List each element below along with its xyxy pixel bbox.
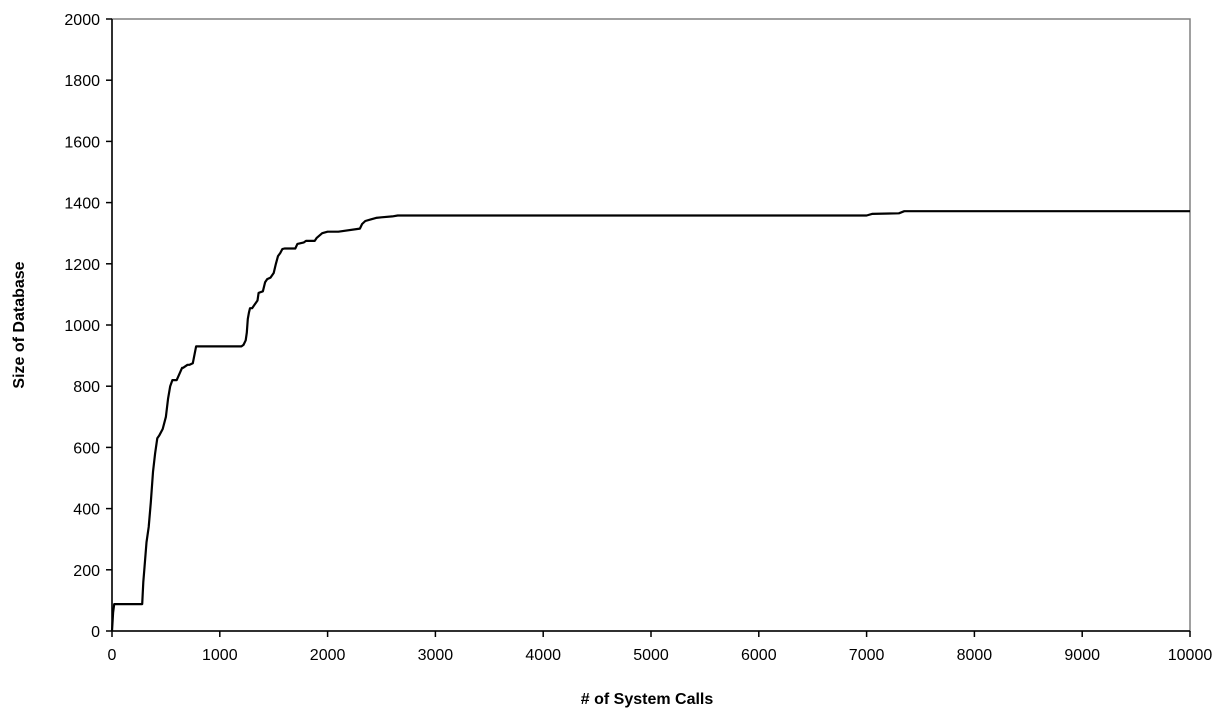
x-tick-label: 0 [108, 647, 117, 664]
x-tick-label: 7000 [849, 647, 885, 664]
y-tick-label: 200 [73, 563, 100, 580]
y-axis-ticks: 0 200 400 600 800 1000 1200 1400 1600 1800 2000 [64, 12, 112, 641]
x-tick-label: 9000 [1064, 647, 1100, 664]
y-tick-label: 1600 [64, 134, 100, 151]
plot-area-frame [111, 18, 1191, 632]
y-tick-label: 1200 [64, 257, 100, 274]
x-tick-label: 1000 [202, 647, 238, 664]
x-axis-ticks: 0 1000 2000 3000 4000 5000 6000 7000 8000 9000 100… [108, 631, 1213, 664]
y-tick-label: 600 [73, 440, 100, 457]
y-tick-label: 0 [91, 624, 100, 641]
y-tick-label: 400 [73, 502, 100, 519]
x-tick-label: 10000 [1168, 647, 1213, 664]
y-axis-title: Size of Database [11, 261, 28, 388]
y-tick-label: 800 [73, 379, 100, 396]
x-tick-label: 4000 [525, 647, 561, 664]
x-tick-label: 2000 [310, 647, 346, 664]
x-tick-label: 8000 [957, 647, 993, 664]
y-tick-label: 1800 [64, 73, 100, 90]
x-tick-label: 3000 [418, 647, 454, 664]
series-line [110, 210, 1190, 632]
y-tick-label: 2000 [64, 12, 100, 29]
y-tick-label: 1400 [64, 196, 100, 213]
y-tick-label: 1000 [64, 318, 100, 335]
x-axis-title: # of System Calls [581, 691, 714, 708]
x-tick-label: 6000 [741, 647, 777, 664]
x-tick-label: 5000 [633, 647, 669, 664]
